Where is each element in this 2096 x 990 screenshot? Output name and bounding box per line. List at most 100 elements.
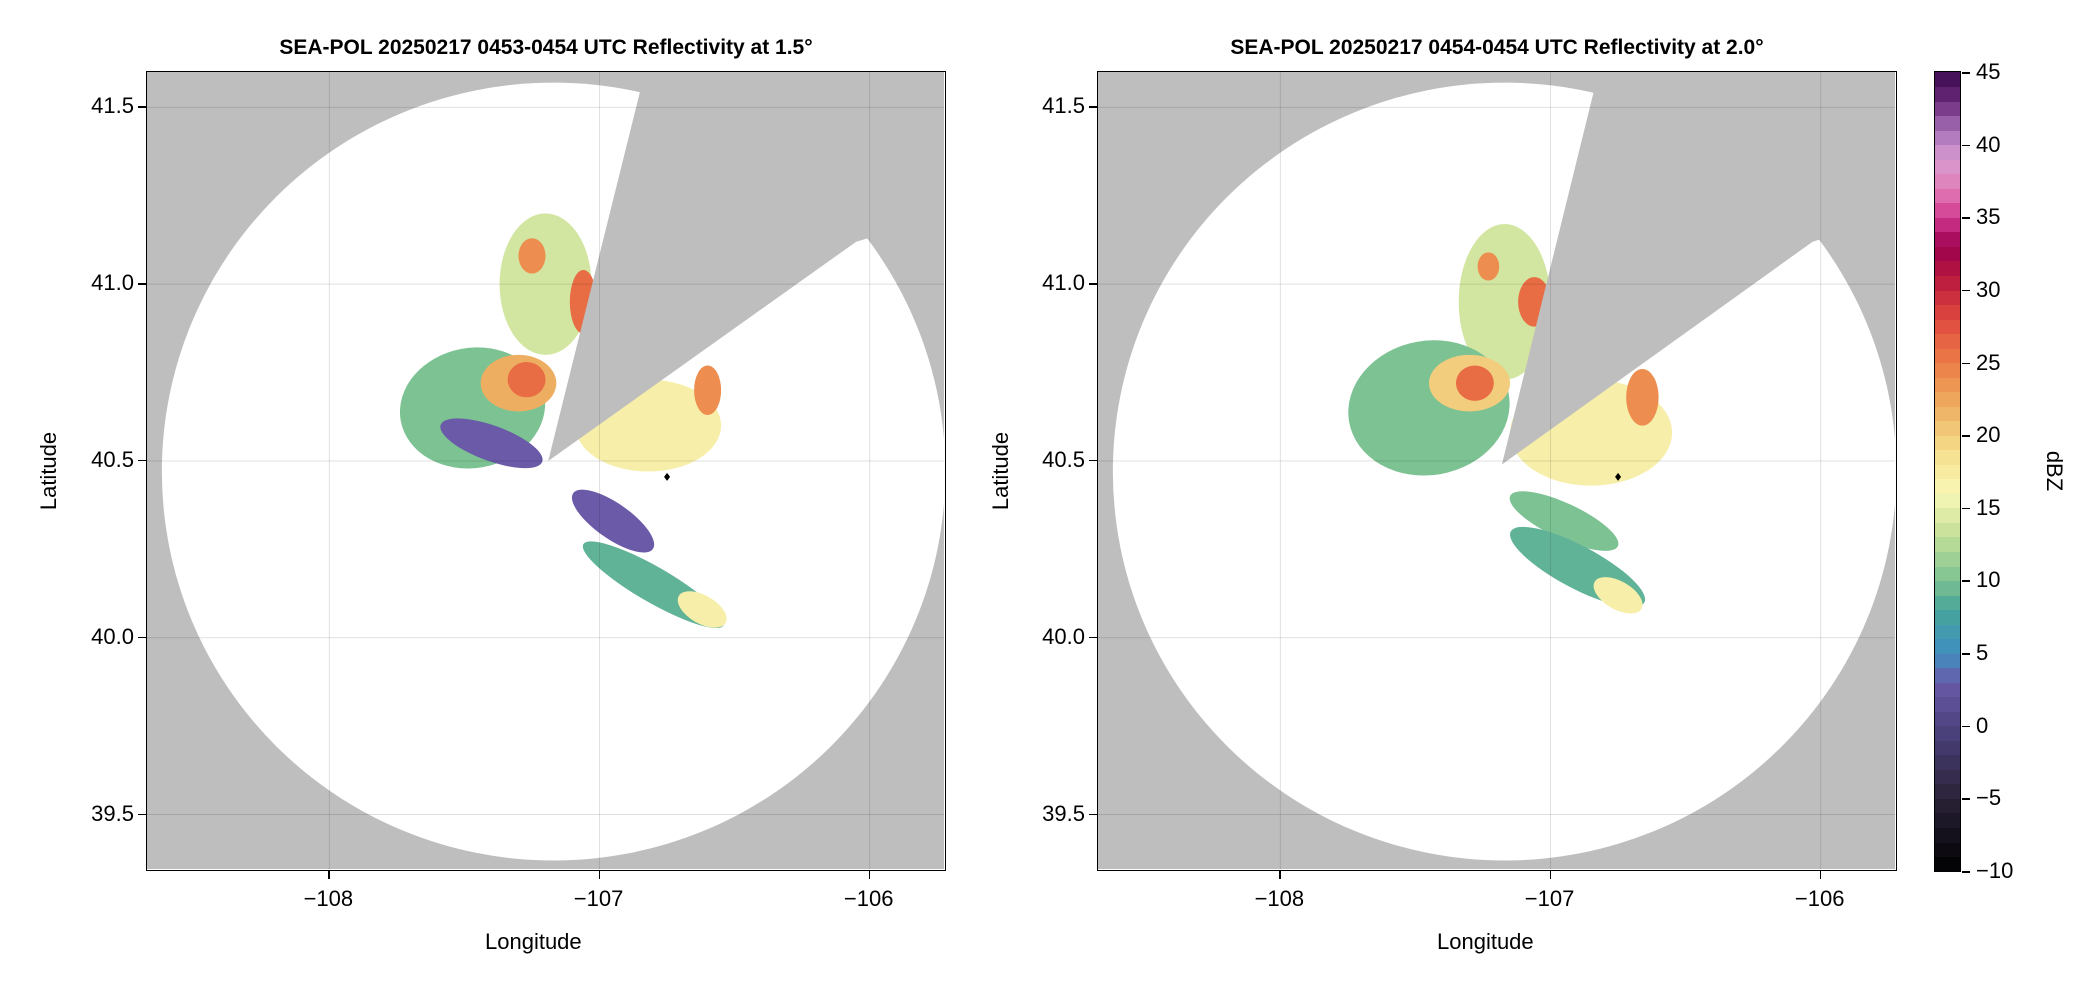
colorbar-segment <box>1935 159 1960 175</box>
colorbar-segment <box>1935 493 1960 509</box>
x-tick-label: −106 <box>1794 886 1845 911</box>
colorbar-tick-mark <box>1962 289 1970 292</box>
x-tick-label: −108 <box>303 886 354 911</box>
colorbar-tick-label: 20 <box>1976 422 2001 448</box>
colorbar-segment <box>1935 507 1960 523</box>
colorbar-segment <box>1935 841 1960 858</box>
colorbar-segment <box>1935 246 1960 262</box>
y-tick-label: 41.0 <box>1042 270 1085 296</box>
colorbar-segment <box>1935 856 1960 872</box>
colorbar-segment <box>1935 202 1960 218</box>
radar-ppi-plot <box>147 72 944 869</box>
colorbar-segment <box>1935 769 1960 785</box>
y-tick-mark <box>1089 813 1097 816</box>
colorbar-segment <box>1935 580 1960 596</box>
y-tick-mark <box>1089 459 1097 462</box>
colorbar-tick-label: 25 <box>1976 349 2001 375</box>
colorbar-segment <box>1935 304 1960 320</box>
radar-ppi-plot <box>1098 72 1895 869</box>
reflectivity-echo <box>1626 369 1659 426</box>
colorbar-tick-label: 35 <box>1976 204 2001 230</box>
colorbar-segment <box>1935 449 1960 465</box>
colorbar-segment <box>1935 333 1960 349</box>
plot-2-title: SEA-POL 20250217 0454-0454 UTC Reflectiv… <box>1230 36 1764 59</box>
colorbar-tick-label: 30 <box>1976 276 2001 302</box>
reflectivity-echo <box>677 591 727 628</box>
colorbar-segment <box>1935 188 1960 204</box>
colorbar-segment <box>1935 72 1960 88</box>
reflectivity-echo <box>1593 577 1643 614</box>
reflectivity-echo <box>507 361 546 398</box>
colorbar <box>1934 71 1961 872</box>
colorbar-segment <box>1935 827 1960 843</box>
y-tick-mark <box>138 283 146 285</box>
colorbar-segment <box>1935 115 1960 131</box>
colorbar-segment <box>1935 275 1960 291</box>
colorbar-tick-mark <box>1962 507 1970 510</box>
colorbar-segment <box>1935 348 1960 364</box>
colorbar-tick-label: −5 <box>1976 785 2002 811</box>
x-tick-label: −108 <box>1254 886 1305 911</box>
reflectivity-echo <box>1509 491 1619 551</box>
colorbar-segment <box>1935 435 1960 451</box>
colorbar-segment <box>1935 624 1960 640</box>
plot-1-ylabel: Latitude <box>36 431 62 511</box>
reflectivity-echo <box>571 489 655 553</box>
colorbar-tick-mark <box>1962 871 1970 873</box>
plot-2-axes <box>1097 71 1897 871</box>
colorbar-tick-mark <box>1962 580 1970 582</box>
colorbar-tick-label: 15 <box>1976 494 2001 520</box>
plot-2-ylabel: Latitude <box>988 431 1014 511</box>
x-tick-label: −107 <box>573 886 624 911</box>
reflectivity-echo <box>1477 252 1500 281</box>
x-tick-mark <box>1279 871 1281 879</box>
x-tick-label: −107 <box>1524 886 1575 911</box>
y-tick-mark <box>138 636 146 639</box>
colorbar-tick-mark <box>1962 798 1970 800</box>
colorbar-segment <box>1935 551 1960 567</box>
colorbar-segment <box>1935 609 1960 625</box>
colorbar-segment <box>1935 594 1960 611</box>
colorbar-segment <box>1935 682 1960 698</box>
y-tick-label: 40.5 <box>1042 446 1085 472</box>
plot-1-title: SEA-POL 20250217 0453-0454 UTC Reflectiv… <box>279 36 813 59</box>
colorbar-segment <box>1935 144 1960 160</box>
blocked-sector <box>1501 72 1895 465</box>
plot-1-xlabel: Longitude <box>485 929 582 954</box>
colorbar-segment <box>1935 101 1960 117</box>
colorbar-segment <box>1935 289 1960 306</box>
colorbar-segment <box>1935 522 1960 538</box>
colorbar-segment <box>1935 725 1960 741</box>
colorbar-segment <box>1935 464 1960 480</box>
y-tick-mark <box>1089 283 1097 285</box>
y-tick-label: 41.5 <box>1042 93 1085 119</box>
colorbar-segment <box>1935 217 1960 233</box>
y-tick-label: 40.0 <box>91 623 134 649</box>
y-tick-label: 41.5 <box>91 93 134 119</box>
colorbar-segment <box>1935 260 1960 276</box>
colorbar-segment <box>1935 783 1960 799</box>
colorbar-tick-mark <box>1962 72 1970 74</box>
colorbar-segment <box>1935 667 1960 683</box>
colorbar-tick-label: 45 <box>1976 59 2001 84</box>
colorbar-segment <box>1935 696 1960 712</box>
colorbar-tick-label: 40 <box>1976 131 2001 157</box>
reflectivity-echo <box>1455 365 1494 401</box>
colorbar-tick-mark <box>1962 435 1970 437</box>
colorbar-segment <box>1935 231 1960 247</box>
colorbar-segment <box>1935 754 1960 770</box>
colorbar-tick-label: 5 <box>1976 640 1989 666</box>
colorbar-tick-mark <box>1962 217 1970 219</box>
colorbar-segment <box>1935 362 1960 378</box>
plot-1-axes <box>146 71 946 871</box>
y-tick-mark <box>1089 636 1097 639</box>
y-tick-mark <box>138 459 146 462</box>
y-tick-mark <box>138 813 146 816</box>
plot-2-xlabel: Longitude <box>1437 929 1534 954</box>
colorbar-segment <box>1935 377 1960 393</box>
colorbar-tick-label: −10 <box>1976 858 2014 883</box>
radar-site-marker <box>664 472 671 481</box>
x-tick-mark <box>328 871 330 879</box>
x-tick-mark <box>598 871 601 879</box>
colorbar-tick-label: 0 <box>1976 712 1989 738</box>
